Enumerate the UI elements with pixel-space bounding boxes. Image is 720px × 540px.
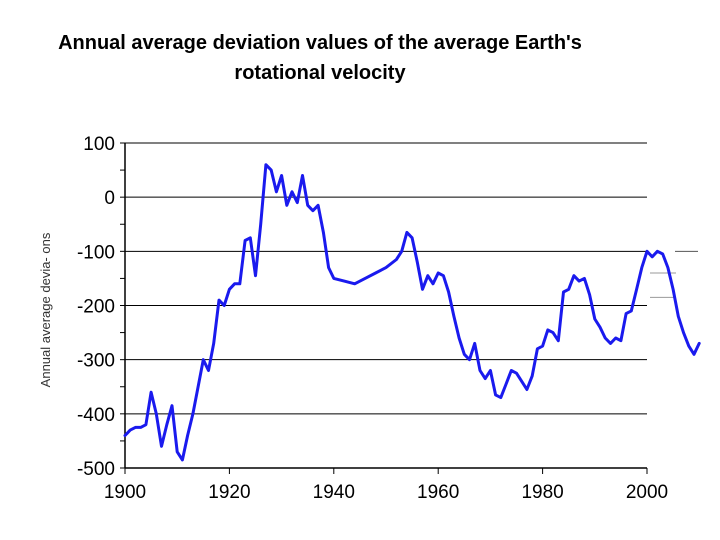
y-tick-label-0: 100 [83, 134, 115, 155]
y-tick-label-5: -400 [77, 405, 115, 426]
x-tick-label-0: 1900 [104, 482, 146, 503]
y-tick-label-1: 0 [104, 188, 115, 209]
y-tick-label-4: -300 [77, 351, 115, 372]
y-tick-label-3: -200 [77, 297, 115, 318]
y-tick-label-6: -500 [77, 459, 115, 480]
x-tick-label-4: 1980 [521, 482, 563, 503]
y-tick-label-2: -100 [77, 242, 115, 263]
x-tick-label-3: 1960 [417, 482, 459, 503]
axes [120, 142, 648, 474]
x-tick-label-5: 2000 [626, 482, 668, 503]
chart-title-line-2: rotational velocity [234, 62, 406, 84]
x-tick-label-1: 1920 [208, 482, 250, 503]
series-line-0 [123, 163, 701, 462]
series-layer [123, 163, 701, 462]
y-axis-label: Annual average devia- ons [38, 232, 53, 387]
x-tick-label-2: 1940 [313, 482, 355, 503]
chart-title: Annual average deviation values of the a… [0, 28, 640, 88]
chart-title-line-1: Annual average deviation values of the a… [58, 32, 582, 54]
grid-lines [125, 142, 698, 415]
